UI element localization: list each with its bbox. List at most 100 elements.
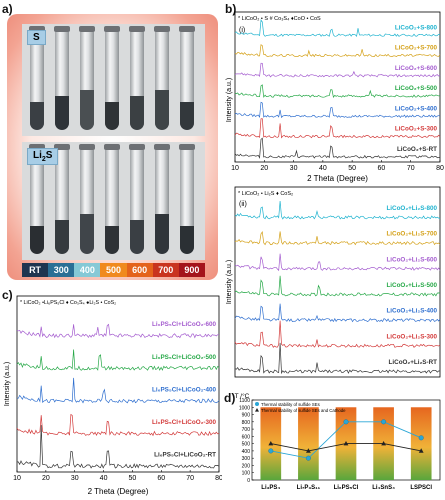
xrd-trace [234,84,441,99]
x-tick-label: 40 [100,475,108,482]
y-tick-label: 600 [242,434,251,440]
data-point [343,441,349,446]
y-axis-label: Intensity (a.u.) [226,78,233,122]
series-label: Li₆PS₅Cl+LiCoO₂-600 [152,321,217,328]
temperature-cell: 400 [74,263,101,277]
sample-tube [154,144,170,254]
y-axis-label: Intensity (a.u.) [4,362,11,406]
sample-tube [129,144,145,254]
x-tick-label: 10 [13,475,21,482]
xrd-trace [234,253,441,272]
xrd-trace [16,377,220,404]
thermal-bar [410,407,432,480]
sample-tube [29,26,45,130]
category-label: LSPSCl [410,485,432,491]
sample-tube [54,144,70,254]
chart-legend: * LiCoO₂ • S # Co₃S₄ ♦CoO • CoS [238,16,321,22]
plot-frame [16,295,220,473]
x-tick-label: 20 [42,475,50,482]
x-tick-label: 30 [290,165,298,172]
temperature-scale: RT 300 400 500 600 700 900 [22,263,205,277]
x-tick-label: 50 [129,475,137,482]
xrd-trace [234,275,441,297]
xrd-trace [16,413,220,437]
series-label: Li₆PS₅Cl+LiCoO₂-400 [152,386,217,393]
legend-label: Thermal stability of sulfide SEs and Cat… [261,408,346,413]
tube-sample [55,96,69,130]
y-tick-label: 400 [242,449,251,455]
tube-sample [130,220,144,254]
series-label: LiCoO₂+S-400 [395,105,438,112]
series-label: LiCoO₂+S-500 [395,85,438,92]
sample-tube [179,26,195,130]
series-label: LiCoO₂+Li₂S-600 [386,256,437,263]
tube-sample [30,226,44,254]
tube-cap [154,26,170,32]
sample-tube [179,144,195,254]
category-label: Li₃PS₄ [261,485,280,491]
series-label: LiCoO₂+Li₂S-700 [386,231,437,238]
panel-c-xrd-chart: Li₆PS₅Cl+LiCoO₂-600 Li₆PS₅Cl+LiCoO₂-500 Li… [4,295,222,496]
y-tick-label: 0 [247,478,250,484]
y-axis-label: Intensity (a.u.) [226,260,233,304]
tube-cap [29,26,45,32]
tube-sample [105,102,119,130]
x-tick-label: 60 [378,165,386,172]
series-label: LiCoO₂+S-300 [395,126,438,133]
tube-cap [54,144,70,150]
tube-cap [129,144,145,150]
series-label: Li₆PS₅Cl+LiCoO₂-300 [152,419,217,426]
temperature-cell: 700 [152,263,179,277]
tube-cap [104,26,120,32]
x-axis-label: 2 Theta (Degree) [88,487,149,496]
xrd-trace [16,323,219,339]
tube-cap [79,26,95,32]
chart-legend: * LiCoO₂ • Li₂S ♦ CoS₂ [238,191,293,197]
data-point [268,448,274,454]
tube-cap [29,144,45,150]
xrd-trace [234,200,441,220]
data-point [381,419,387,425]
li2s-tag: Li2S [27,148,59,165]
xrd-trace [234,342,441,375]
sample-tube [79,144,95,254]
xrd-trace [17,425,220,469]
x-tick-label: 80 [215,475,222,482]
legend-marker [255,408,259,412]
x-tick-label: 70 [407,165,415,172]
sample-tube [29,144,45,254]
series-label: Li₆PS₅Cl+LiCoO₂-500 [152,354,217,361]
tube-sample [80,214,94,254]
y-tick-label: 100 [242,471,251,477]
panel-a-label: a) [2,2,13,16]
x-tick-label: 50 [348,165,356,172]
thermal-bar [298,407,319,480]
xrd-trace [234,303,441,323]
category-label: Li₆PS₅Cl [334,485,359,491]
y-tick-label: 500 [242,442,251,448]
tube-cap [179,26,195,32]
temperature-cell: 500 [100,263,127,277]
xrd-trace [234,101,441,119]
xrd-trace [234,231,441,246]
y-tick-label: 1000 [239,405,250,411]
panel-d-label: d) [224,391,236,405]
series-label: LiCoO₂+Li₂S-800 [386,205,437,212]
series-label: LiCoO₂+Li₂S-400 [386,308,437,315]
series-label: LiCoO₂+Li₂S-500 [386,282,437,289]
tube-sample [105,226,119,254]
tube-sample [130,96,144,130]
y-tick-label: 700 [242,427,251,433]
y-tick-label: 800 [242,420,251,426]
series-label: LiCoO₂+S-600 [395,65,438,72]
sample-tube [129,26,145,130]
series-label: LiCoO₂+S-RT [397,146,437,153]
y-tick-label: 900 [242,413,251,419]
series-label: LiCoO₂+S-800 [395,24,438,31]
sulfur-tube-photo [22,24,205,136]
data-point [381,441,386,446]
tube-cap [179,144,195,150]
sample-tube [79,26,95,130]
tube-sample [55,220,69,254]
